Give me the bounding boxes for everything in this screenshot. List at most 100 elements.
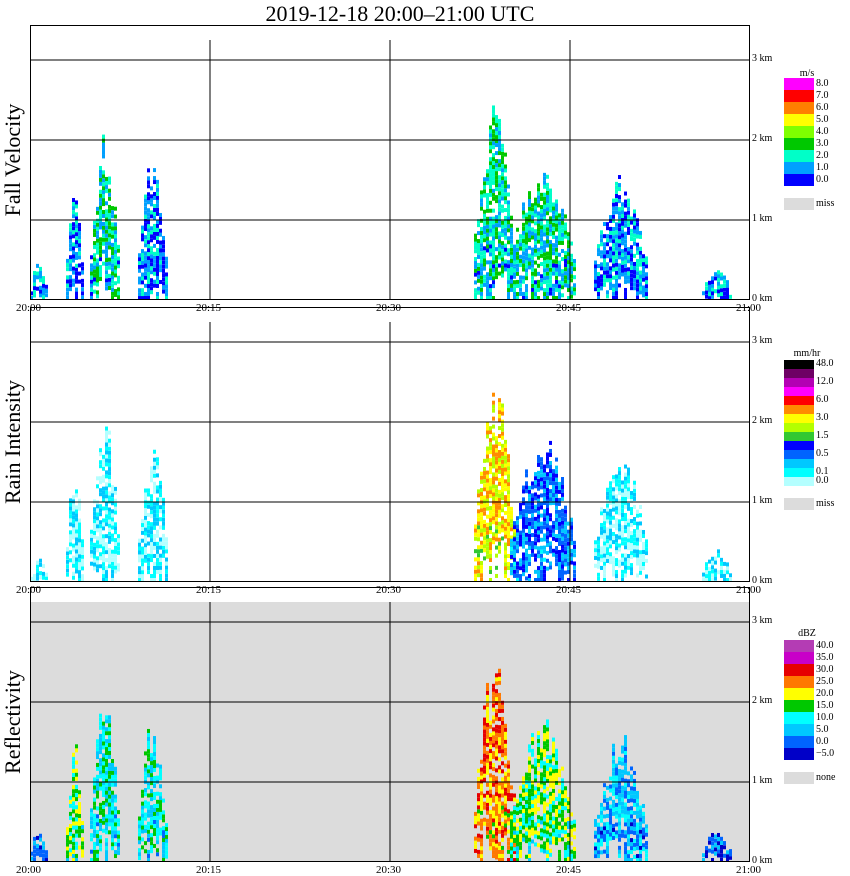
- echo-cell: [606, 511, 609, 516]
- echo-cell: [642, 553, 645, 558]
- echo-cell: [78, 506, 81, 511]
- echo-cell: [558, 237, 561, 242]
- echo-cell: [639, 562, 642, 567]
- echo-cell: [480, 826, 483, 831]
- echo-cell: [33, 278, 36, 283]
- echo-cell: [492, 424, 495, 429]
- echo-cell: [495, 131, 498, 136]
- echo-cell: [69, 506, 72, 511]
- echo-cell: [624, 806, 627, 811]
- echo-cell: [528, 497, 531, 502]
- echo-cell: [546, 203, 549, 208]
- echo-cell: [618, 503, 621, 508]
- echo-cell: [627, 561, 630, 566]
- echo-cell: [543, 573, 546, 578]
- echo-cell: [75, 776, 78, 781]
- echo-cell: [522, 540, 525, 545]
- echo-cell: [105, 510, 108, 515]
- echo-cell: [72, 777, 75, 782]
- echo-cell: [525, 509, 528, 514]
- echo-cell: [546, 719, 549, 724]
- echo-cell: [552, 235, 555, 240]
- echo-cell: [540, 573, 543, 578]
- echo-cell: [534, 484, 537, 489]
- echo-cell: [624, 484, 627, 489]
- echo-cell: [525, 827, 528, 832]
- echo-cell: [111, 296, 114, 300]
- echo-cell: [609, 246, 612, 251]
- echo-cell: [540, 245, 543, 250]
- echo-cell: [165, 846, 168, 851]
- echo-cell: [615, 570, 618, 575]
- echo-cell: [114, 810, 117, 815]
- echo-cell: [489, 558, 492, 563]
- echo-cell: [81, 295, 84, 300]
- echo-cell: [507, 510, 510, 515]
- echo-cell: [723, 853, 726, 858]
- echo-cell: [552, 226, 555, 231]
- echo-cell: [486, 742, 489, 747]
- echo-cell: [105, 462, 108, 467]
- echo-cell: [78, 526, 81, 531]
- echo-cell: [558, 525, 561, 530]
- echo-cell: [534, 826, 537, 831]
- echo-cell: [561, 786, 564, 791]
- echo-cell: [621, 745, 624, 750]
- echo-cell: [597, 854, 600, 859]
- echo-cell: [555, 493, 558, 498]
- echo-cell: [495, 448, 498, 453]
- echo-cell: [105, 790, 108, 795]
- echo-cell: [165, 541, 168, 546]
- echo-cell: [555, 501, 558, 506]
- echo-cell: [711, 573, 714, 578]
- echo-cell: [498, 465, 501, 470]
- echo-cell: [492, 520, 495, 525]
- echo-cell: [516, 858, 519, 862]
- echo-cell: [633, 802, 636, 807]
- echo-cell: [537, 462, 540, 467]
- echo-cell: [633, 782, 636, 787]
- echo-cell: [96, 790, 99, 795]
- echo-cell: [75, 489, 78, 494]
- echo-cell: [546, 199, 549, 204]
- echo-cell: [537, 771, 540, 776]
- echo-cell: [525, 296, 528, 300]
- echo-cell: [153, 211, 156, 216]
- echo-cell: [495, 271, 498, 276]
- echo-cell: [507, 462, 510, 467]
- y-tick-label: 0 km: [752, 855, 773, 866]
- echo-cell: [630, 249, 633, 254]
- echo-cell: [501, 849, 504, 854]
- echo-cell: [525, 784, 528, 789]
- echo-cell: [96, 548, 99, 553]
- echo-cell: [612, 783, 615, 788]
- echo-cell: [144, 227, 147, 232]
- echo-cell: [522, 202, 525, 207]
- echo-cell: [489, 542, 492, 547]
- echo-cell: [99, 257, 102, 262]
- echo-cell: [531, 823, 534, 828]
- echo-cell: [504, 471, 507, 476]
- echo-cell: [627, 806, 630, 811]
- echo-cell: [612, 291, 615, 296]
- echo-cell: [528, 505, 531, 510]
- echo-cell: [624, 247, 627, 252]
- echo-cell: [477, 805, 480, 810]
- echo-cell: [594, 260, 597, 265]
- echo-cell: [636, 806, 639, 811]
- echo-cell: [93, 511, 96, 516]
- echo-cell: [711, 287, 714, 292]
- echo-cell: [636, 834, 639, 839]
- echo-cell: [621, 541, 624, 546]
- echo-cell: [156, 513, 159, 518]
- echo-cell: [99, 249, 102, 254]
- echo-cell: [639, 550, 642, 555]
- echo-cell: [609, 500, 612, 505]
- echo-cell: [117, 842, 120, 847]
- echo-cell: [708, 574, 711, 579]
- echo-cell: [549, 452, 552, 457]
- echo-cell: [144, 492, 147, 497]
- echo-cell: [153, 803, 156, 808]
- echo-cell: [573, 267, 576, 272]
- echo-cell: [495, 167, 498, 172]
